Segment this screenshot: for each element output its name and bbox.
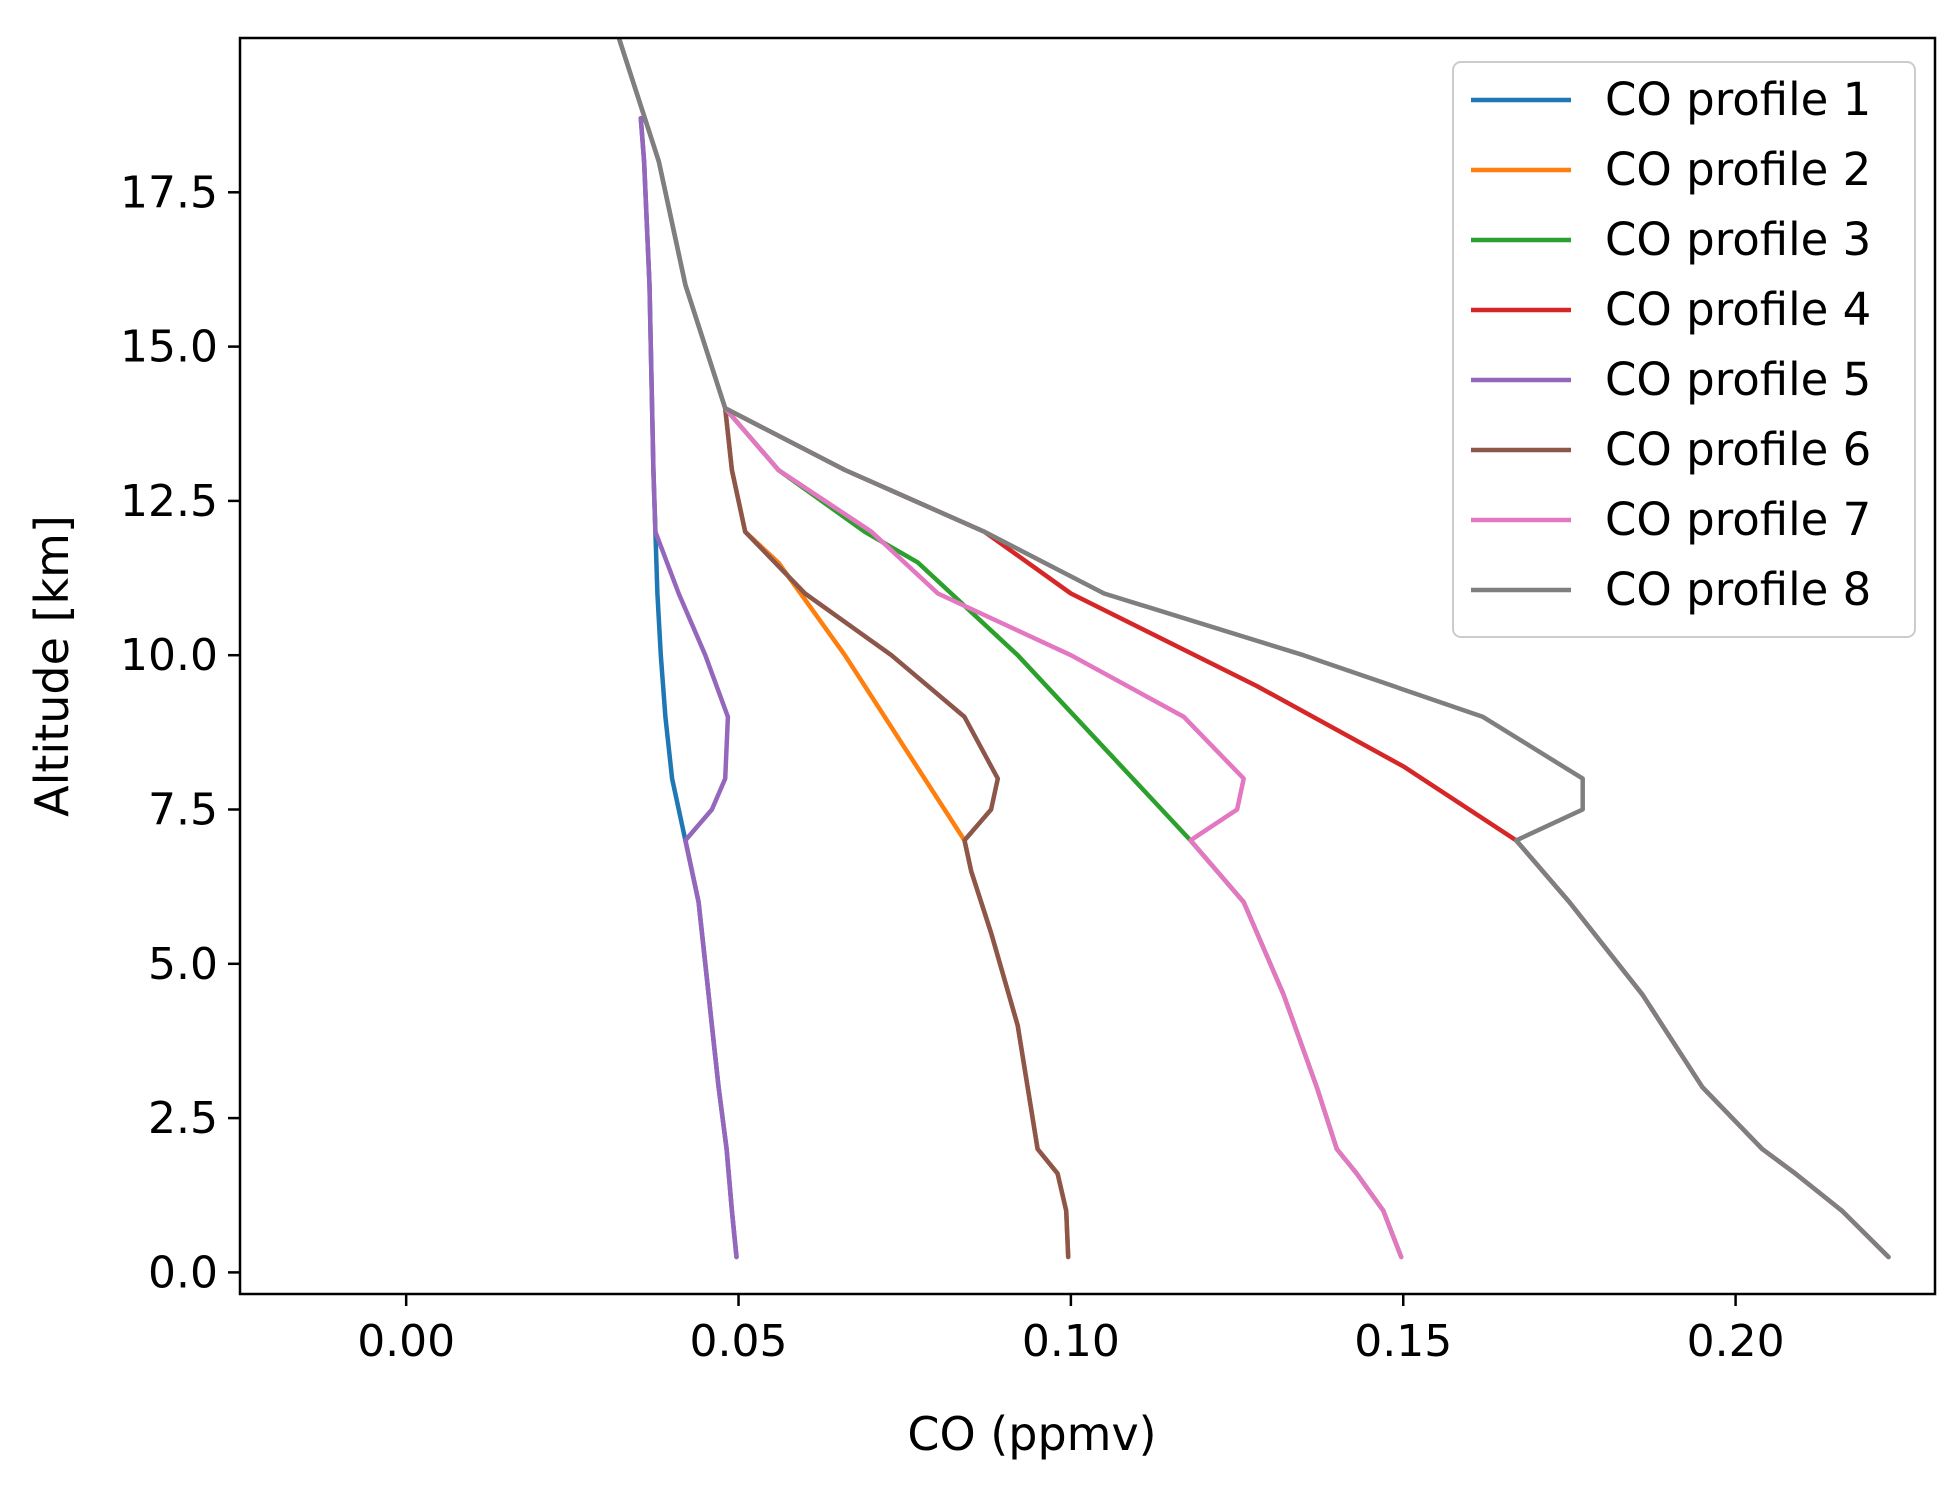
x-tick-label: 0.05: [690, 1316, 788, 1367]
series-line-8: [616, 38, 1891, 1260]
y-tick-label: 0.0: [148, 1247, 218, 1298]
legend-label-4: CO profile 4: [1605, 283, 1871, 336]
y-tick-label: 10.0: [120, 630, 218, 681]
legend-label-6: CO profile 6: [1605, 423, 1871, 476]
y-tick-label: 5.0: [148, 939, 218, 990]
legend-label-3: CO profile 3: [1605, 213, 1871, 266]
x-tick-label: 0.20: [1687, 1316, 1785, 1367]
x-tick-label: 0.00: [357, 1316, 455, 1367]
y-tick-label: 2.5: [148, 1093, 218, 1144]
legend-box: [1452, 61, 1916, 638]
y-tick-label: 15.0: [120, 322, 218, 373]
plot-frame: [238, 36, 1937, 1296]
x-axis-ticks: 0.00 0.05 0.10 0.15 0.20: [357, 1294, 1785, 1367]
y-tick-label: 7.5: [148, 784, 218, 835]
legend-label-1: CO profile 1: [1605, 73, 1871, 126]
y-axis-title: Altitude [km]: [25, 515, 79, 817]
legend-label-8: CO profile 8: [1605, 563, 1871, 616]
legend-label-5: CO profile 5: [1605, 353, 1871, 406]
legend: CO profile 1 CO profile 2 CO profile 3 CO p…: [1452, 61, 1916, 638]
x-tick-label: 0.15: [1354, 1316, 1452, 1367]
legend-label-2: CO profile 2: [1605, 143, 1871, 196]
y-axis-ticks: 0.0 2.5 5.0 7.5 10.0 12.5 15.0 17.5: [120, 167, 240, 1298]
series-layer: [616, 38, 1891, 1260]
series-line-5: [638, 115, 739, 1260]
y-tick-label: 12.5: [120, 476, 218, 527]
y-tick-label: 17.5: [120, 167, 218, 218]
x-axis-title: CO (ppmv): [907, 1407, 1156, 1461]
x-tick-label: 0.10: [1022, 1316, 1120, 1367]
legend-label-7: CO profile 7: [1605, 493, 1871, 546]
series-line-7: [722, 406, 1404, 1260]
